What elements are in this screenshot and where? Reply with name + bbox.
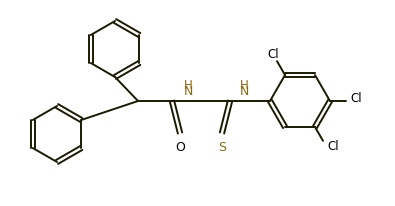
- Text: S: S: [218, 140, 226, 153]
- Text: H: H: [240, 79, 248, 91]
- Text: N: N: [183, 85, 193, 97]
- Text: O: O: [175, 140, 185, 153]
- Text: N: N: [239, 85, 249, 97]
- Text: Cl: Cl: [327, 140, 339, 153]
- Text: Cl: Cl: [350, 91, 362, 104]
- Text: Cl: Cl: [267, 47, 279, 60]
- Text: H: H: [184, 79, 192, 91]
